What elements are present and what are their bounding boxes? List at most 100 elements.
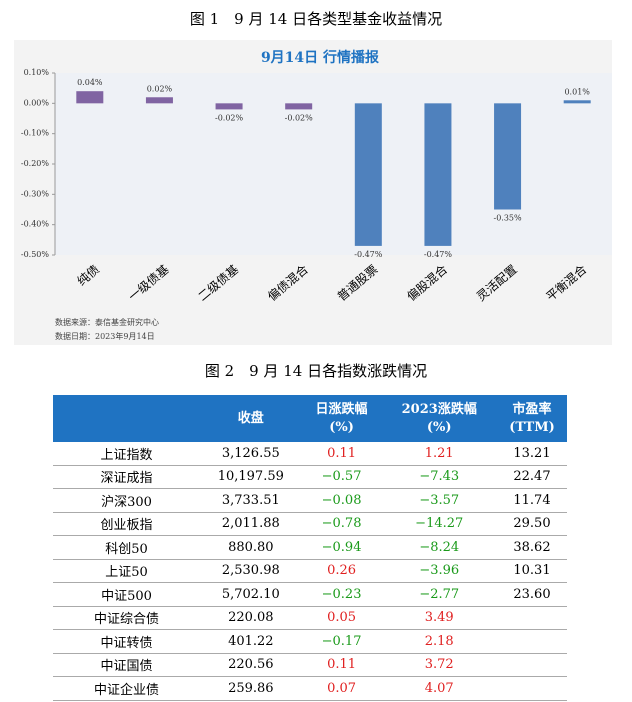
bar bbox=[145, 97, 173, 104]
table-cell: 中证500 bbox=[53, 582, 200, 607]
table-cell: 2,530.98 bbox=[200, 559, 302, 583]
table-cell: 0.07 bbox=[301, 676, 382, 701]
table-row: 中证转债 401.22 −0.17 2.18 bbox=[53, 629, 567, 654]
table-cell: 0.05 bbox=[301, 606, 382, 630]
table-cell: 3.49 bbox=[381, 606, 497, 630]
table-cell: 0.26 bbox=[301, 559, 382, 583]
data-label: -0.02% bbox=[285, 113, 314, 122]
y-tick-label: -0.20% bbox=[21, 159, 50, 168]
table-row: 深证成指 10,197.59 −0.57 −7.43 22.47 bbox=[53, 465, 567, 489]
table-row: 科创50 880.80 −0.94 −8.24 38.62 bbox=[53, 535, 567, 560]
table-cell: −0.94 bbox=[301, 535, 382, 560]
bar bbox=[424, 103, 452, 246]
table-cell: 2.18 bbox=[381, 629, 497, 654]
data-label: -0.47% bbox=[424, 250, 453, 259]
header-text: (%) bbox=[329, 419, 354, 435]
table-cell: 259.86 bbox=[200, 676, 302, 701]
table-cell: 13.21 bbox=[496, 442, 567, 466]
table-cell: 3.72 bbox=[381, 653, 497, 677]
table-cell: −0.08 bbox=[301, 488, 382, 513]
table-cell bbox=[496, 676, 567, 701]
table-row: 中证综合债 220.08 0.05 3.49 bbox=[53, 606, 567, 630]
plot-area bbox=[55, 73, 612, 255]
header-text: 日涨跌幅 bbox=[315, 401, 368, 417]
table-cell: −2.77 bbox=[381, 582, 497, 607]
table-cell bbox=[496, 653, 567, 677]
y-tick-label: 0.00% bbox=[24, 98, 50, 107]
table-cell: 38.62 bbox=[496, 535, 567, 560]
table-cell: 22.47 bbox=[496, 465, 567, 489]
table-cell: 23.60 bbox=[496, 582, 567, 607]
table-cell bbox=[496, 629, 567, 654]
table-cell: 29.50 bbox=[496, 512, 567, 536]
table-cell: 中证企业债 bbox=[53, 676, 200, 701]
table-cell: 3,126.55 bbox=[200, 442, 302, 466]
data-label: 0.02% bbox=[147, 84, 173, 93]
index-table: 收盘 日涨跌幅 (%) 2023涨跌幅 (%) 市盈率 (TTM) 上证指数 3,126.55 0… bbox=[53, 395, 567, 701]
header-text: 市盈率 bbox=[512, 401, 552, 417]
table-cell: 0.11 bbox=[301, 442, 382, 466]
table-cell: 3,733.51 bbox=[200, 488, 302, 513]
table-cell: 中证转债 bbox=[53, 629, 200, 654]
source-note: 数据来源：泰信基金研究中心 bbox=[55, 317, 159, 327]
data-label: 0.01% bbox=[564, 87, 590, 96]
table-cell: −14.27 bbox=[381, 512, 497, 536]
table-cell: 880.80 bbox=[200, 535, 302, 560]
table-cell: 401.22 bbox=[200, 629, 302, 654]
table-cell: −0.23 bbox=[301, 582, 382, 607]
figure-caption: 图 1 9 月 14 日各类型基金收益情况 bbox=[189, 10, 443, 28]
table-cell: −0.57 bbox=[301, 465, 382, 489]
table-cell: −3.57 bbox=[381, 488, 497, 513]
table-cell: 11.74 bbox=[496, 488, 567, 513]
chart: 9月14日 行情播报 数据来源：泰信基金研究中心 数据日期：2023年9月14日… bbox=[14, 40, 612, 345]
table-row: 中证企业债 259.86 0.07 4.07 bbox=[53, 676, 567, 701]
table-cell: 上证50 bbox=[53, 559, 200, 583]
table-row: 中证国债 220.56 0.11 3.72 bbox=[53, 653, 567, 677]
bar bbox=[285, 103, 313, 110]
table-cell: 上证指数 bbox=[53, 442, 200, 466]
table-cell: 深证成指 bbox=[53, 465, 200, 489]
header-text: 收盘 bbox=[237, 410, 264, 426]
header-cell: 2023涨跌幅 (%) bbox=[381, 395, 497, 442]
table-cell bbox=[496, 606, 567, 630]
table-cell: −3.96 bbox=[381, 559, 497, 583]
data-label: 0.04% bbox=[77, 78, 103, 87]
y-tick-label: -0.50% bbox=[21, 250, 50, 259]
header-cell: 收盘 bbox=[200, 395, 302, 442]
table-cell: 4.07 bbox=[381, 676, 497, 701]
table-cell: 5,702.10 bbox=[200, 582, 302, 607]
table-cell: 创业板指 bbox=[53, 512, 200, 536]
table-row: 上证指数 3,126.55 0.11 1.21 13.21 bbox=[53, 442, 567, 466]
header-text: (TTM) bbox=[509, 419, 555, 435]
header-text: (%) bbox=[426, 419, 452, 435]
table-cell: 中证国债 bbox=[53, 653, 200, 677]
data-label: -0.35% bbox=[494, 214, 523, 223]
table-row: 上证50 2,530.98 0.26 −3.96 10.31 bbox=[53, 559, 567, 583]
bar bbox=[215, 103, 243, 110]
bar bbox=[354, 103, 382, 246]
header-cell: 日涨跌幅 (%) bbox=[301, 395, 382, 442]
table-cell: −7.43 bbox=[381, 465, 497, 489]
table-cell: 2,011.88 bbox=[200, 512, 302, 536]
bar bbox=[76, 91, 104, 104]
table-cell: 中证综合债 bbox=[53, 606, 200, 630]
y-tick-label: -0.30% bbox=[21, 189, 50, 198]
table-row: 沪深300 3,733.51 −0.08 −3.57 11.74 bbox=[53, 488, 567, 513]
bar bbox=[494, 103, 522, 210]
table-cell: −0.78 bbox=[301, 512, 382, 536]
y-tick-label: -0.10% bbox=[21, 129, 50, 138]
table-cell: −0.17 bbox=[301, 629, 382, 654]
table-row: 创业板指 2,011.88 −0.78 −14.27 29.50 bbox=[53, 512, 567, 536]
table-cell: 0.11 bbox=[301, 653, 382, 677]
header-cell: 市盈率 (TTM) bbox=[496, 395, 567, 442]
table-cell: 科创50 bbox=[53, 535, 200, 560]
table-cell: −8.24 bbox=[381, 535, 497, 560]
chart-title: 9月14日 行情播报 bbox=[261, 49, 379, 66]
y-tick-label: -0.40% bbox=[21, 220, 50, 229]
figure-caption: 图 2 9 月 14 日各指数涨跌情况 bbox=[204, 362, 428, 380]
table-cell: 10,197.59 bbox=[200, 465, 302, 489]
table-cell: 220.08 bbox=[200, 606, 302, 630]
table-row: 中证500 5,702.10 −0.23 −2.77 23.60 bbox=[53, 582, 567, 607]
bar bbox=[563, 100, 591, 104]
